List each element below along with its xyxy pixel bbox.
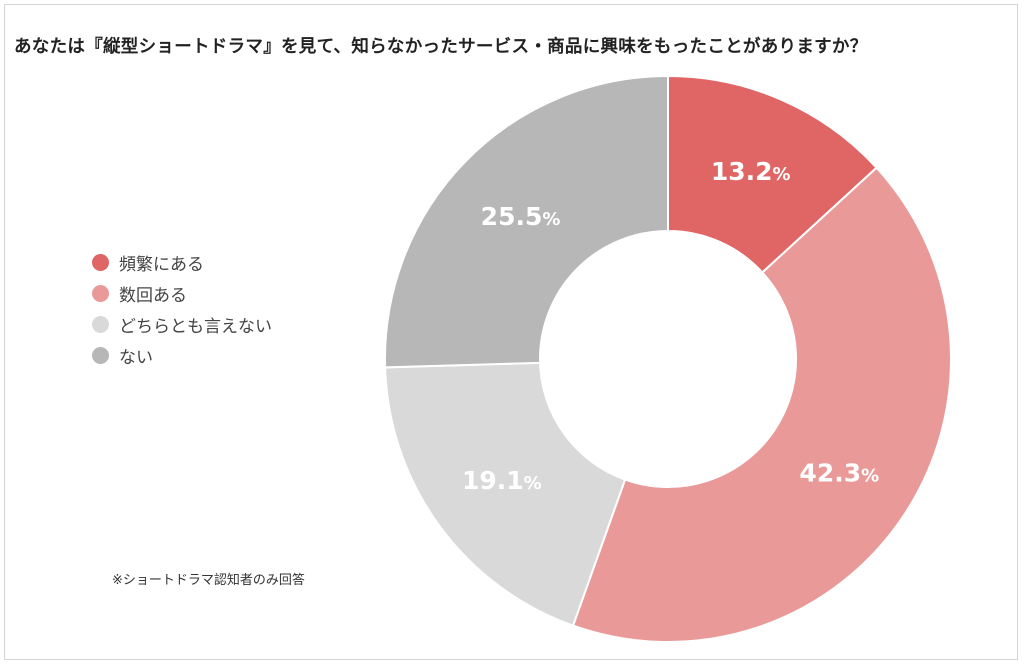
data-label-neither: 19.1% [462,466,542,495]
legend-swatch-several-times [92,285,109,302]
slice-several-times [571,166,952,643]
data-label-none: 25.5% [481,202,561,231]
slice-frequent [667,74,878,274]
legend-item-several-times: 数回ある [92,278,272,309]
legend-swatch-none [92,347,109,364]
data-label-several-times: 42.3% [799,459,879,488]
legend-item-frequent: 頻繁にある [92,247,272,278]
legend-label-neither: どちらとも言えない [119,317,272,337]
legend-item-none: ない [92,340,272,371]
legend-label-several-times: 数回ある [119,286,187,306]
legend: 頻繁にある 数回ある どちらとも言えない ない [92,247,272,371]
data-label-frequent: 13.2% [711,157,791,186]
chart-title: あなたは『縦型ショートドラマ』を見て、知らなかったサービス・商品に興味をもったこ… [14,37,868,57]
legend-label-frequent: 頻繁にある [119,255,204,275]
legend-swatch-neither [92,316,109,333]
legend-label-none: ない [119,348,153,368]
legend-item-neither: どちらとも言えない [92,309,272,340]
slice-neither [384,361,627,627]
slice-none [384,74,669,369]
legend-swatch-frequent [92,254,109,271]
footnote: ※ショートドラマ認知者のみ回答 [112,573,305,588]
